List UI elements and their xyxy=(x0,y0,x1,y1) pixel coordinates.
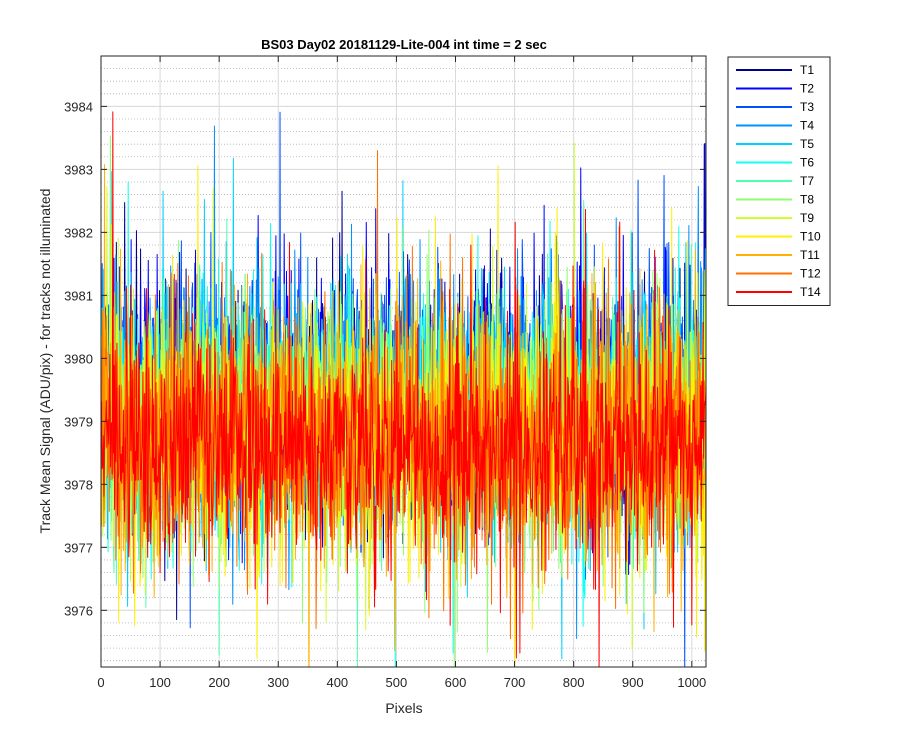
y-tick-label: 3976 xyxy=(64,603,93,618)
y-tick-label: 3979 xyxy=(64,414,93,429)
legend-label-T8: T8 xyxy=(800,193,814,207)
plot-frame xyxy=(100,55,707,668)
x-tick-label: 100 xyxy=(149,675,171,690)
x-axis-label: Pixels xyxy=(385,700,422,716)
x-tick-label: 800 xyxy=(563,675,585,690)
y-tick-label: 3980 xyxy=(64,351,93,366)
legend: T1 T2 T3 T4 T5 T6 T7 T8 T9 T10 T11 T12 T14 xyxy=(727,56,831,306)
x-tick-label: 700 xyxy=(504,675,526,690)
y-tick-label: 3984 xyxy=(64,99,93,114)
legend-label-T4: T4 xyxy=(800,119,814,133)
legend-label-T1: T1 xyxy=(800,63,814,77)
y-axis-label: Track Mean Signal (ADU/pix) - for tracks… xyxy=(37,189,53,534)
x-tick-label: 400 xyxy=(326,675,348,690)
legend-label-T6: T6 xyxy=(800,156,814,170)
y-tick-label: 3983 xyxy=(64,162,93,177)
chart-title: BS03 Day02 20181129-Lite-004 int time = … xyxy=(261,37,547,52)
legend-label-T12: T12 xyxy=(800,267,821,281)
legend-label-T3: T3 xyxy=(800,100,814,114)
y-tick-label: 3981 xyxy=(64,288,93,303)
legend-label-T14: T14 xyxy=(800,285,821,299)
legend-label-T7: T7 xyxy=(800,174,814,188)
y-tick-label: 3982 xyxy=(64,225,93,240)
x-tick-label: 0 xyxy=(97,675,104,690)
x-tick-label: 1000 xyxy=(677,675,706,690)
y-tick-label: 3977 xyxy=(64,540,93,555)
x-tick-label: 500 xyxy=(386,675,408,690)
axes: 0 100 200 300 400 500 600 700 800 900 1000 3976 3977… xyxy=(64,55,707,690)
legend-label-T10: T10 xyxy=(800,230,821,244)
x-tick-label: 200 xyxy=(208,675,230,690)
x-tick-label: 300 xyxy=(267,675,289,690)
x-tick-label: 600 xyxy=(445,675,467,690)
series-lines xyxy=(101,111,706,667)
series-line-T14 xyxy=(101,111,706,667)
legend-label-T2: T2 xyxy=(800,82,814,96)
x-tick-label: 900 xyxy=(622,675,644,690)
y-tick-label: 3978 xyxy=(64,477,93,492)
legend-label-T11: T11 xyxy=(800,248,820,262)
legend-label-T5: T5 xyxy=(800,137,814,151)
legend-label-T9: T9 xyxy=(800,211,814,225)
